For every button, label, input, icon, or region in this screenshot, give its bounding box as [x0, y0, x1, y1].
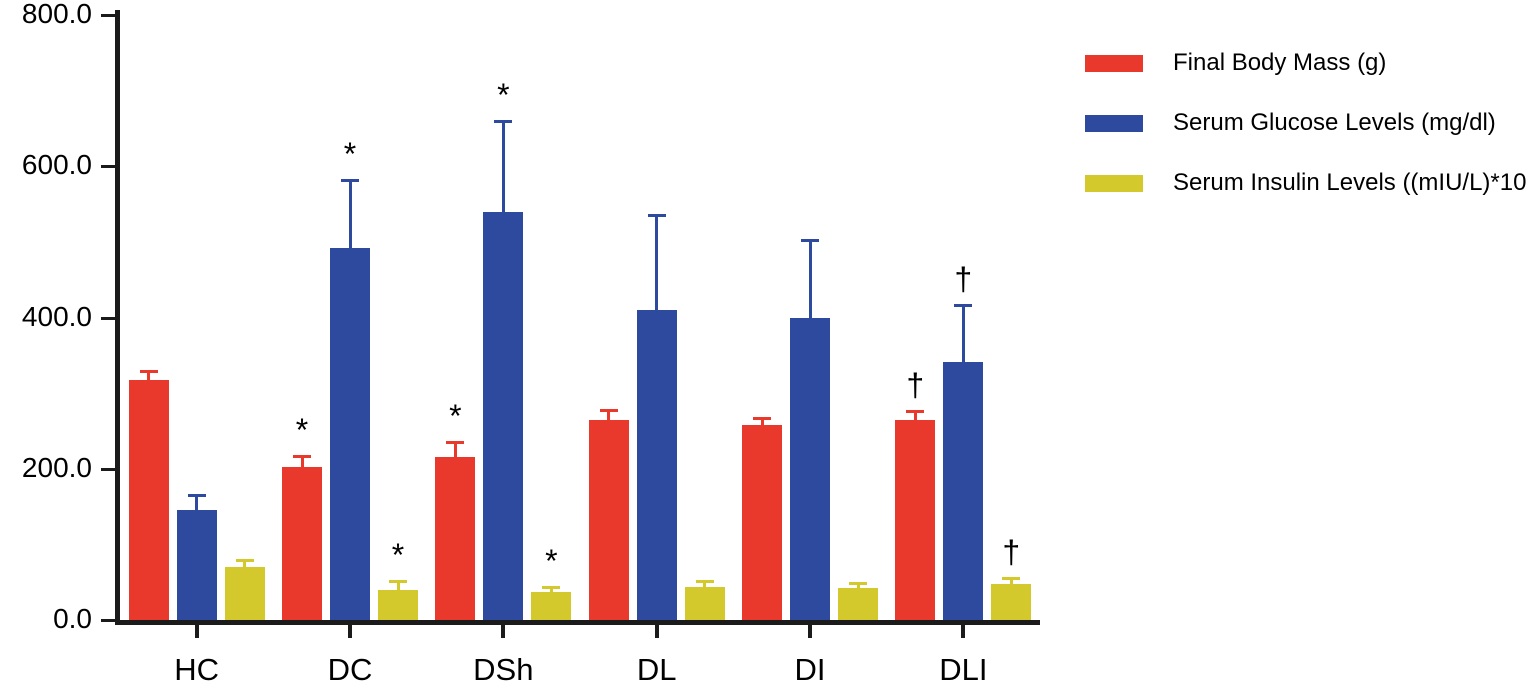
error-bar-cap	[954, 303, 973, 307]
legend-item-series0: Final Body Mass (g)	[1085, 49, 1526, 76]
error-bar-line	[453, 441, 457, 467]
error-bar-cap	[542, 585, 561, 589]
bar-dl-series1	[636, 309, 677, 620]
significance-marker: *	[545, 542, 558, 579]
significance-marker: *	[449, 397, 462, 434]
bar-dc-series0	[282, 467, 322, 620]
error-bar-cap	[139, 370, 158, 374]
bar-dl-series0	[588, 420, 629, 620]
y-tick	[101, 467, 115, 471]
error-bar-line	[501, 120, 505, 222]
x-tick-label: DI	[794, 652, 826, 687]
y-tick-label: 400.0	[21, 300, 92, 332]
significance-marker: †	[906, 367, 925, 404]
legend-label: Serum Glucose Levels (mg/dl)	[1173, 109, 1496, 136]
error-bar-cap	[599, 408, 618, 412]
error-bar-line	[607, 409, 611, 431]
error-bar-cap	[187, 494, 206, 498]
error-bar-line	[396, 580, 400, 600]
error-bar-line	[961, 304, 965, 373]
bar-dsh-series0	[435, 456, 476, 620]
x-tick	[961, 625, 966, 638]
error-bar-line	[760, 418, 764, 435]
y-tick-label: 200.0	[21, 451, 92, 483]
x-tick	[348, 625, 352, 638]
significance-marker: †	[1002, 533, 1021, 570]
bar-dli-series0	[895, 420, 936, 620]
bar-dsh-series1	[483, 211, 524, 620]
error-bar-cap	[695, 580, 714, 584]
x-tick	[194, 625, 199, 638]
x-tick-label: DLI	[939, 652, 988, 687]
bar-dc-series1	[330, 247, 370, 620]
y-tick	[101, 14, 115, 17]
y-tick-label: 800.0	[21, 0, 92, 29]
y-axis	[115, 10, 120, 625]
legend-item-series1: Serum Glucose Levels (mg/dl)	[1085, 109, 1526, 136]
error-bar-cap	[753, 417, 771, 421]
significance-marker: *	[343, 135, 357, 172]
significance-marker: *	[295, 411, 309, 448]
error-bar-cap	[647, 214, 666, 218]
legend-item-series2: Serum Insulin Levels ((mIU/L)*10	[1085, 169, 1527, 196]
error-bar-cap	[906, 410, 925, 414]
error-bar-line	[549, 586, 553, 602]
error-bar-cap	[235, 558, 254, 562]
legend-swatch-icon	[1085, 174, 1143, 192]
x-tick-label: DC	[327, 652, 373, 687]
y-tick	[101, 165, 115, 169]
error-bar-line	[856, 582, 860, 599]
error-bar-cap	[494, 119, 513, 123]
error-bar-line	[243, 559, 247, 578]
significance-marker: †	[954, 260, 973, 297]
error-bar-line	[147, 371, 151, 391]
bar-dli-series1	[943, 362, 984, 620]
error-bar-line	[348, 179, 352, 258]
bar-hc-series0	[128, 380, 169, 620]
error-bar-cap	[446, 440, 465, 444]
legend-swatch-icon	[1085, 54, 1143, 72]
error-bar-cap	[1002, 576, 1021, 580]
x-tick	[808, 625, 812, 638]
x-tick	[654, 625, 659, 638]
legend: Final Body Mass (g) Serum Glucose Levels …	[1085, 49, 1527, 232]
error-bar-line	[913, 411, 917, 431]
error-bar-cap	[801, 238, 819, 242]
significance-marker: *	[391, 536, 405, 573]
y-tick	[101, 619, 115, 622]
bar-di-series0	[742, 424, 782, 620]
y-tick-label: 0.0	[53, 603, 92, 634]
legend-label: Final Body Mass (g)	[1173, 49, 1387, 76]
error-bar-line	[808, 239, 812, 328]
error-bar-cap	[341, 178, 359, 182]
error-bar-line	[300, 455, 304, 478]
error-bar-line	[195, 495, 199, 521]
bar-di-series1	[790, 317, 830, 620]
x-tick-label: DSh	[473, 652, 534, 687]
error-bar-cap	[849, 581, 867, 585]
error-bar-cap	[389, 579, 407, 583]
x-axis	[115, 620, 1040, 625]
legend-swatch-icon	[1085, 114, 1143, 132]
bar-hc-series1	[176, 510, 217, 620]
y-tick-label: 600.0	[21, 149, 92, 181]
error-bar-line	[1009, 577, 1013, 594]
x-tick-label: HC	[174, 652, 220, 687]
x-tick-label: DL	[636, 652, 677, 687]
error-bar-line	[655, 215, 659, 320]
significance-marker: *	[497, 76, 510, 113]
error-bar-cap	[293, 454, 311, 458]
legend-label: Serum Insulin Levels ((mIU/L)*10	[1173, 169, 1527, 196]
error-bar-line	[703, 581, 707, 597]
x-tick	[501, 625, 506, 638]
y-tick	[101, 316, 115, 320]
